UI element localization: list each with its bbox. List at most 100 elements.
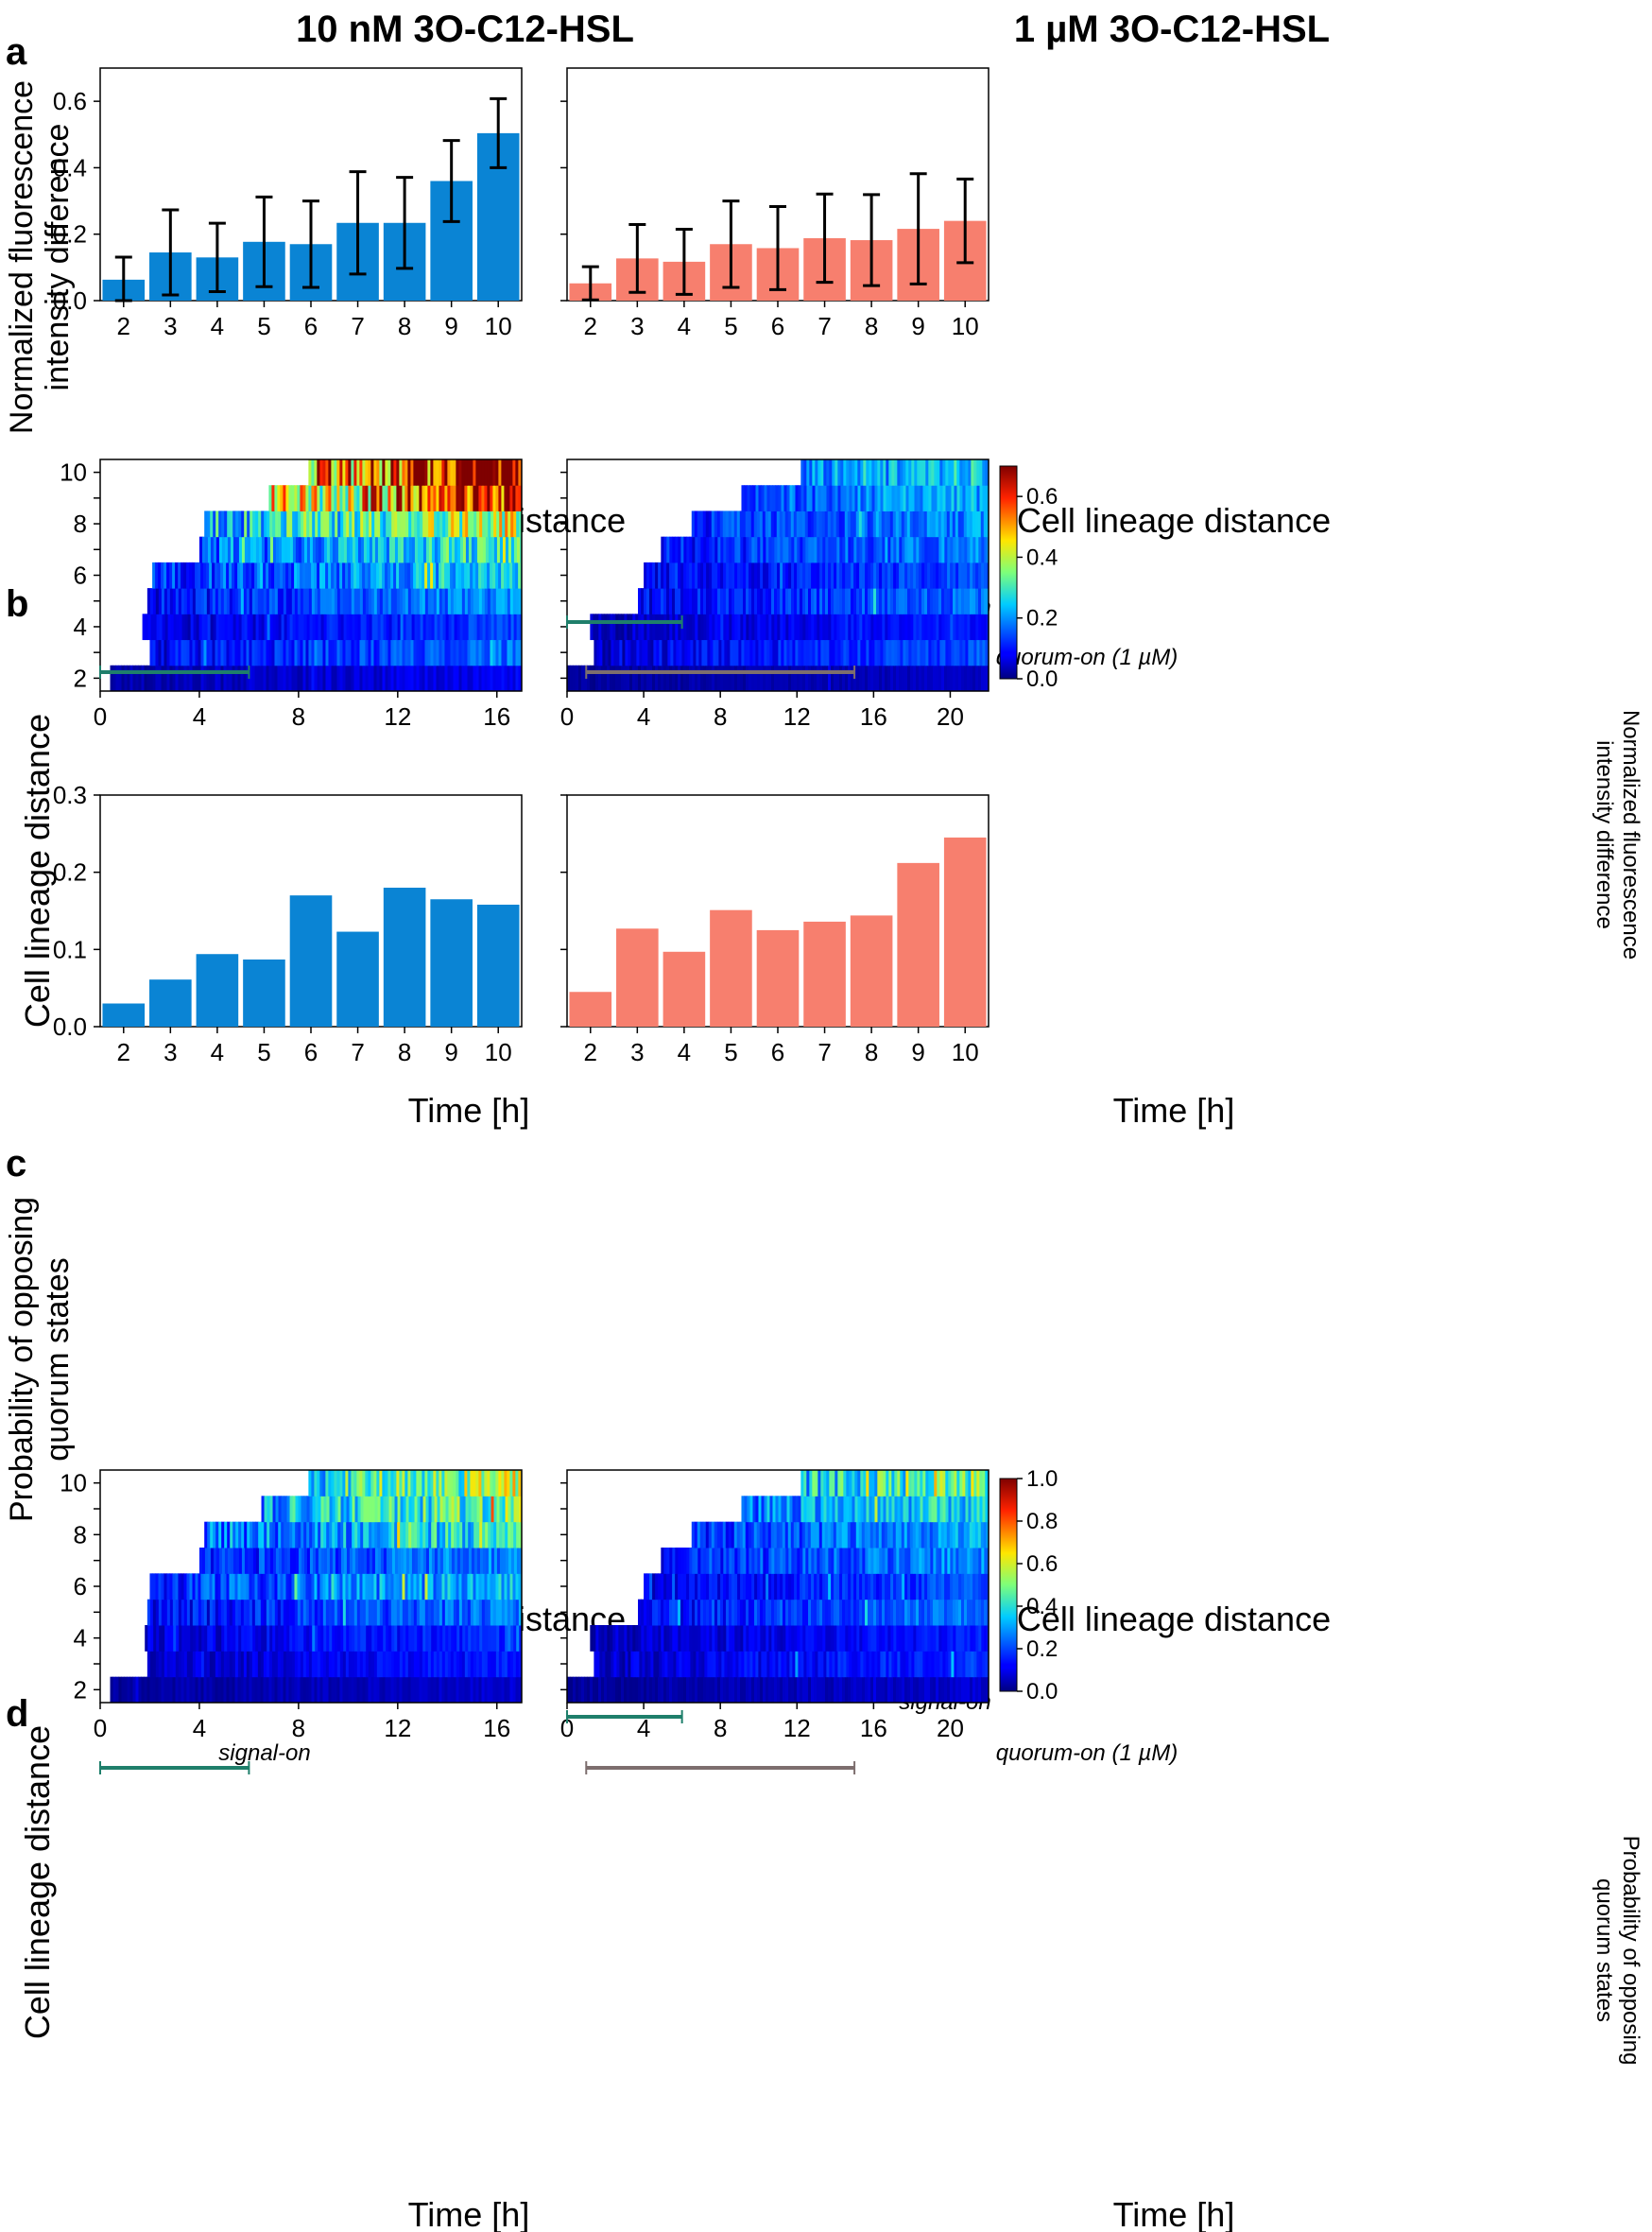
d-left-cell (269, 1548, 274, 1574)
b-right-cell (734, 588, 738, 614)
b-right-cell (987, 665, 989, 692)
b-right-cell (712, 614, 715, 641)
b-right-xtick-label: 12 (783, 702, 811, 731)
b-left-cell (459, 614, 464, 641)
c-right-xtick-label: 7 (817, 1038, 831, 1066)
b-right-cell (884, 510, 888, 538)
b-right-cell (891, 485, 895, 511)
b-right-cell (791, 536, 795, 563)
b-right-cell (749, 562, 752, 589)
d-right-cell (927, 1573, 931, 1600)
b-left-cell (481, 485, 485, 511)
b-left-cell (288, 665, 292, 692)
d-right-cell (780, 1548, 783, 1574)
d-right-cell (567, 1676, 571, 1704)
d-right-cell (908, 1496, 912, 1523)
d-left-cell (425, 1521, 429, 1549)
b-right-cell (842, 665, 846, 692)
b-right-cell (807, 510, 812, 538)
d-left-cell (332, 1521, 336, 1549)
d-right-cell (924, 1599, 928, 1626)
b-right-cell (979, 485, 983, 511)
b-right-cell (729, 562, 732, 589)
b-right-cell (754, 665, 758, 692)
d-left-cell (439, 1599, 443, 1626)
b-right-cell (910, 588, 914, 614)
d-left-cell (155, 1599, 160, 1626)
d-left-cell (439, 1470, 442, 1497)
d-left-cell (302, 1599, 307, 1626)
d-left-cell (396, 1470, 400, 1497)
b-left-cell (473, 614, 478, 641)
b-right-cell (846, 639, 850, 666)
a-left-ytick-label: 0.4 (53, 153, 87, 182)
b-left-cell (163, 588, 168, 614)
d-right-cell (747, 1496, 750, 1523)
b-left-cell (277, 588, 282, 614)
b-right-cell (899, 614, 903, 641)
d-right-cell (740, 1625, 744, 1652)
b-left-cell (475, 588, 480, 614)
d-left-cell (370, 1599, 375, 1626)
b-right-cell (621, 614, 625, 641)
d-left-cell (166, 1651, 171, 1678)
d-left-cell (343, 1548, 348, 1574)
b-left-cell (502, 536, 507, 563)
d-right-cell (729, 1625, 732, 1652)
b-right-cell (722, 510, 727, 538)
d-right-cell (967, 1625, 971, 1652)
d-right-cell (720, 1573, 724, 1600)
d-left-cell (492, 1651, 497, 1678)
b-right-cell (920, 459, 923, 486)
d-right-cell (815, 1651, 818, 1678)
d-left-ytick-label: 8 (74, 1520, 87, 1549)
b-left-cell (241, 510, 245, 538)
d-right-cell (831, 1548, 835, 1574)
d-right-cell (725, 1521, 730, 1549)
b-left-cell (431, 510, 435, 538)
b-left-cell (288, 485, 292, 511)
b-left-cell (471, 536, 475, 563)
d-right-cell (766, 1651, 770, 1678)
d-right-xtick-label: 0 (560, 1714, 574, 1742)
b-left-cell (374, 510, 378, 538)
b-right-cell (910, 562, 914, 589)
b-right-cell (794, 665, 798, 692)
b-left-cell (319, 485, 323, 511)
d-left-cell (161, 1573, 164, 1600)
d-left-cell (149, 1599, 154, 1626)
b-right-cell (700, 536, 704, 563)
b-left-cell (110, 665, 113, 692)
b-right-cell (880, 639, 884, 666)
d-right-cell (919, 1676, 922, 1704)
d-right-xtick-label: 20 (937, 1714, 964, 1742)
d-left-cell (462, 1496, 467, 1523)
d-right-cell (882, 1548, 886, 1574)
d-right-cell (686, 1676, 690, 1704)
b-right-cell (954, 485, 957, 511)
d-right-cell (705, 1521, 710, 1549)
d-right-cell (755, 1651, 759, 1678)
b-left-cell (379, 485, 383, 511)
b-left-cell (380, 614, 385, 641)
d-left-cell (468, 1548, 473, 1574)
b-left-cell (322, 562, 326, 589)
d-left-cell (187, 1625, 191, 1652)
d-left-cell (377, 1496, 382, 1523)
b-left-cell (468, 614, 473, 641)
b-right-cell (875, 510, 880, 538)
d-right-cell (935, 1521, 939, 1549)
b-right-cell (801, 510, 806, 538)
d-right-cell (817, 1625, 820, 1652)
d-left-cell (518, 1573, 522, 1600)
b-left-cell (492, 665, 496, 692)
b-left-cell (508, 536, 512, 563)
b-right-cell (964, 665, 968, 692)
d-right-cell (929, 1521, 934, 1549)
d-left-cell (369, 1496, 373, 1523)
b-right-cell (749, 614, 752, 641)
d-left-cell (294, 1599, 299, 1626)
b-left-cell (184, 614, 189, 641)
d-right-cell (811, 1548, 815, 1574)
b-right-cell (853, 614, 857, 641)
